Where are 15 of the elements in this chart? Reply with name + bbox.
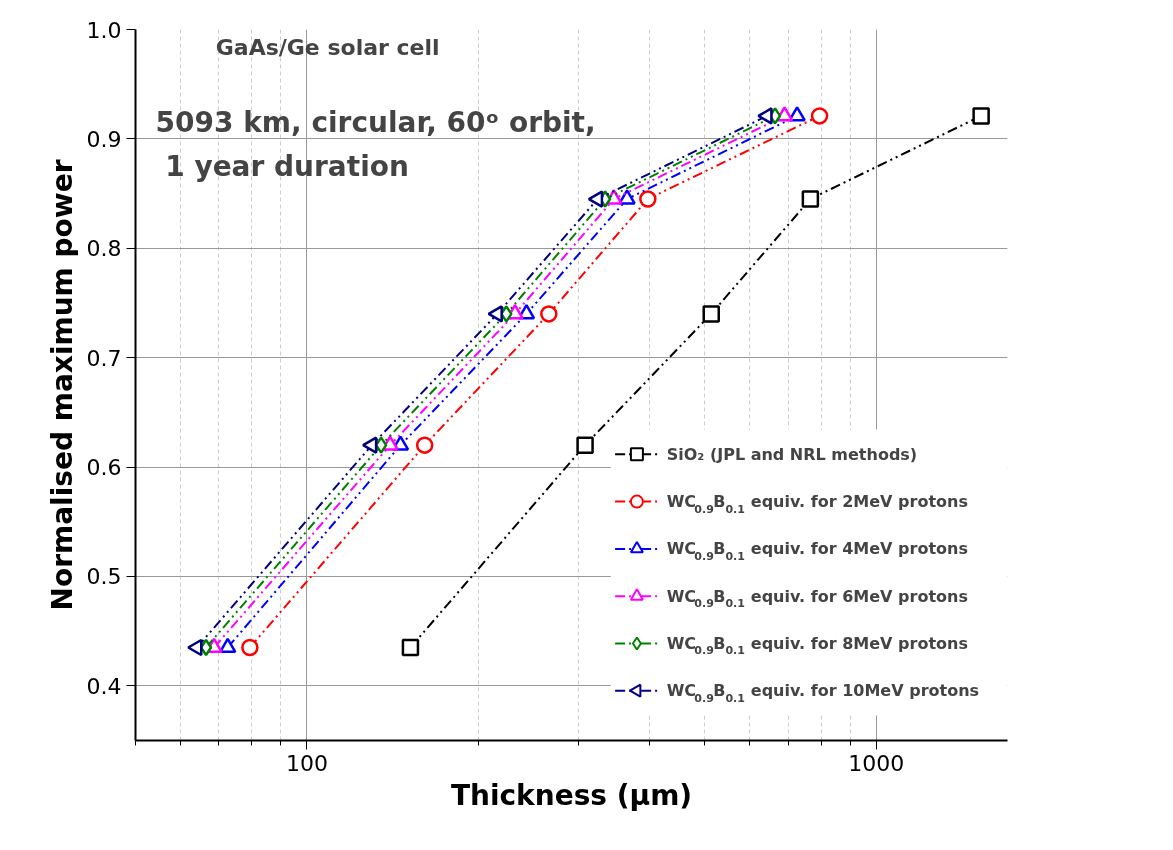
x-axis-title: Thickness (μm) bbox=[450, 778, 693, 812]
annotation: 1 year duration bbox=[165, 150, 409, 184]
y-tick-label: 1.0 bbox=[86, 17, 122, 43]
annotation: 5093 km, circular, 60ᵒ orbit, bbox=[155, 105, 596, 139]
y-tick-label: 0.9 bbox=[86, 126, 122, 152]
y-axis-title: Normalised maximum power bbox=[45, 159, 79, 611]
legend-label: SiO₂ (JPL and NRL methods) bbox=[666, 444, 918, 464]
y-tick-label: 0.4 bbox=[86, 673, 122, 699]
y-tick-label: 0.5 bbox=[86, 564, 122, 590]
annotation: GaAs/Ge solar cell bbox=[215, 35, 440, 61]
y-tick-label: 0.8 bbox=[86, 236, 122, 262]
y-tick-label: 0.7 bbox=[86, 345, 122, 371]
y-tick-label: 0.6 bbox=[86, 455, 122, 481]
x-tick-label: 100 bbox=[285, 750, 328, 776]
x-tick-label: 1000 bbox=[848, 750, 905, 776]
